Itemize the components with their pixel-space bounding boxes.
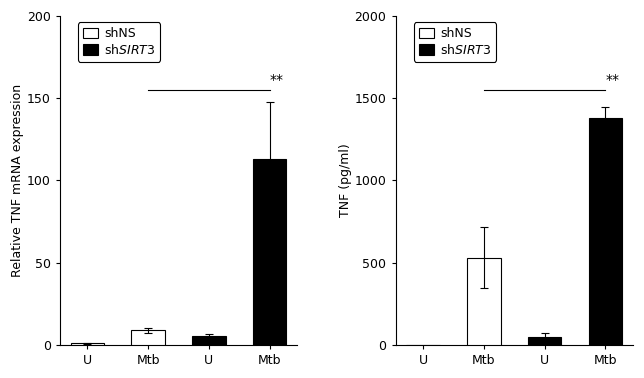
Text: **: ** (605, 73, 620, 87)
Bar (192, 336, 225, 345)
Text: **: ** (270, 73, 283, 87)
Bar (467, 258, 500, 345)
Bar (253, 159, 287, 345)
Bar (589, 118, 622, 345)
Bar (528, 337, 562, 345)
Legend: shNS, sh$\mathit{SIRT3}$: shNS, sh$\mathit{SIRT3}$ (413, 22, 496, 62)
Bar (131, 330, 165, 345)
Legend: shNS, sh$\mathit{SIRT3}$: shNS, sh$\mathit{SIRT3}$ (78, 22, 160, 62)
Y-axis label: Relative TNF mRNA expression: Relative TNF mRNA expression (11, 84, 24, 277)
Bar (71, 343, 104, 345)
Y-axis label: TNF (pg/ml): TNF (pg/ml) (339, 144, 352, 217)
